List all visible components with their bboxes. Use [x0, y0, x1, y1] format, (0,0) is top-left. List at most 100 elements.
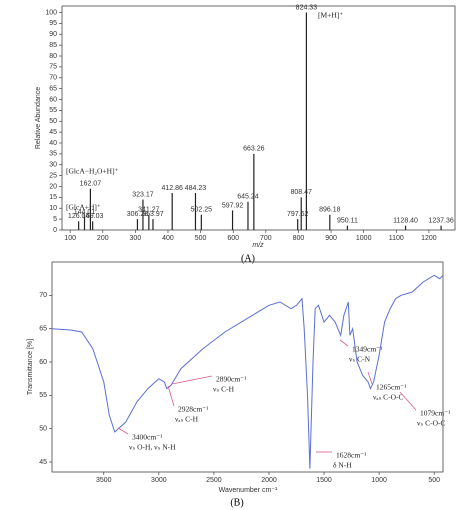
peak-label: 1237.36 [428, 217, 453, 224]
peak-label: 896.18 [319, 207, 341, 214]
y-tick-label: 20 [49, 183, 57, 190]
y-tick-label: 50 [39, 426, 47, 433]
annotation-pointer [171, 375, 213, 385]
y-axis-label: Transmittance [%] [27, 339, 34, 395]
annotation-label: 2890cm⁻¹ [216, 375, 246, 384]
annotation-note: δ N-H [333, 461, 352, 470]
y-axis-label: Relative Abundance [35, 87, 42, 149]
annotation-label: 1079cm⁻¹ [420, 409, 450, 418]
x-tick-label: 200 [97, 235, 109, 242]
peak-label: 1128.40 [393, 217, 418, 224]
peak-label: 341.27 [138, 207, 160, 214]
y-tick-label: 85 [49, 42, 57, 49]
x-tick-label: 900 [325, 235, 337, 242]
y-tick-label: 5 [53, 216, 57, 223]
x-tick-label: 1000 [371, 477, 387, 484]
y-tick-label: 90 [49, 31, 57, 38]
y-tick-label: 100 [45, 9, 57, 16]
annotation-note: νₛ C-O-C [417, 419, 445, 428]
y-tick-label: 80 [49, 53, 57, 60]
y-tick-label: 10 [49, 205, 57, 212]
annotation-note: νₛ C-N [349, 355, 371, 364]
x-tick-label: 500 [195, 235, 207, 242]
annotation-note: νₐₛ C-O-C [373, 393, 404, 402]
x-tick-label: 1500 [316, 477, 332, 484]
peak-label: 169.03 [82, 213, 104, 220]
y-tick-label: 95 [49, 20, 57, 27]
peak-label: 144.01 [74, 209, 96, 216]
x-tick-label: 1200 [421, 235, 437, 242]
x-tick-label: 1100 [389, 235, 404, 242]
annotation-label: 2928cm⁻¹ [178, 405, 208, 414]
peak-label: 502.25 [191, 207, 213, 214]
y-tick-label: 0 [53, 227, 57, 234]
peak-label: 597.92 [222, 202, 244, 209]
annotation-note: νₛ O-H, νₛ N-H [129, 443, 176, 452]
y-tick-label: 60 [49, 96, 57, 103]
x-tick-label: 1000 [356, 235, 372, 242]
peak-label: 645.24 [237, 194, 259, 201]
x-tick-label: 300 [130, 235, 142, 242]
annotation-pointer [399, 391, 417, 411]
y-tick-label: 60 [39, 359, 47, 366]
y-tick-label: 75 [49, 64, 57, 71]
peak-label: 484.23 [185, 185, 207, 192]
peak-label: 126.04 [68, 213, 90, 220]
y-tick-label: 55 [39, 392, 47, 399]
annotation-note: νₛ C-H [213, 385, 235, 394]
peak-label: 323.17 [132, 191, 154, 198]
y-tick-label: 70 [39, 292, 47, 299]
y-tick-label: 65 [49, 85, 57, 92]
x-tick-label: 3000 [151, 477, 167, 484]
peak-label: 306.28 [127, 211, 149, 218]
plot-frame [61, 5, 456, 231]
y-tick-label: 55 [49, 107, 57, 114]
y-tick-label: 40 [49, 140, 57, 147]
annotation: [GlcA+H]⁺ [66, 203, 101, 212]
x-tick-label: 2500 [206, 477, 222, 484]
annotation-pointer [167, 385, 175, 407]
annotation-label: 1349cm⁻¹ [352, 345, 382, 354]
x-axis-label: m/z [252, 242, 264, 249]
y-tick-label: 45 [39, 459, 47, 466]
annotation-label: 3400cm⁻¹ [132, 433, 162, 442]
x-tick-label: 700 [260, 235, 272, 242]
x-tick-label: 2000 [261, 477, 277, 484]
y-tick-label: 65 [39, 326, 47, 333]
annotation-label: 1265cm⁻¹ [376, 383, 406, 392]
x-tick-label: 800 [293, 235, 305, 242]
annotation-label: 1628cm⁻¹ [336, 451, 366, 460]
peak-label: 824.33 [296, 4, 318, 11]
y-tick-label: 15 [49, 194, 57, 201]
peak-label: 797.62 [287, 211, 309, 218]
x-tick-label: 100 [64, 235, 76, 242]
peak-label: 412.86 [161, 185, 183, 192]
y-tick-label: 35 [49, 151, 57, 158]
peak-label: 162.07 [80, 181, 102, 188]
peak-label: 353.97 [142, 211, 164, 218]
x-tick-label: 3500 [96, 477, 112, 484]
x-tick-label: 400 [162, 235, 174, 242]
y-tick-label: 50 [49, 118, 57, 125]
plot-frame [51, 261, 444, 473]
y-tick-label: 70 [49, 75, 57, 82]
x-tick-label: 600 [227, 235, 239, 242]
peak-label: 950.11 [337, 217, 358, 224]
peak-label: 663.26 [243, 146, 265, 153]
y-tick-label: 25 [49, 172, 57, 179]
caption: (B) [230, 497, 243, 508]
caption: (A) [241, 253, 255, 264]
y-tick-label: 45 [49, 129, 57, 136]
annotation-pointer [367, 371, 373, 385]
annotation-note: νₐₛ C-H [175, 415, 199, 424]
annotation-pointer [117, 427, 129, 435]
spectrum-line [51, 274, 444, 469]
peak-label: 808.47 [291, 189, 313, 196]
y-tick-label: 30 [49, 162, 57, 169]
annotation-pointer [339, 339, 349, 347]
x-tick-label: 500 [428, 477, 440, 484]
x-axis-label: Wavenumber cm⁻¹ [219, 487, 278, 494]
annotation: [M+H]⁺ [318, 11, 343, 20]
annotation: [GlcA−H₂O+H]⁺ [66, 167, 119, 176]
